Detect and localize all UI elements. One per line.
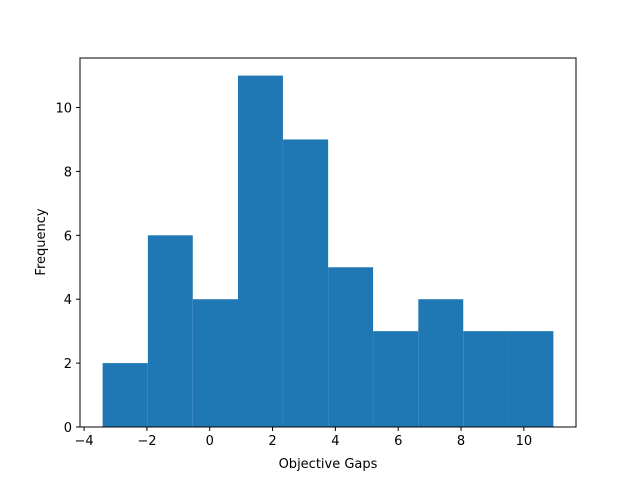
histogram-bar	[147, 235, 193, 427]
y-tick-label: 8	[64, 165, 72, 180]
y-tick-label: 10	[55, 102, 72, 117]
y-tick-label: 6	[64, 229, 72, 244]
histogram-bar	[282, 139, 329, 427]
y-axis-label: Frequency	[34, 208, 49, 275]
x-tick-label: 10	[516, 434, 533, 449]
x-tick-label: −4	[74, 434, 93, 449]
x-tick-label: 2	[268, 434, 276, 449]
histogram-bar	[238, 75, 283, 428]
histogram-bar	[463, 331, 509, 427]
plot-frame	[79, 57, 577, 428]
x-tick-label: 0	[206, 434, 214, 449]
y-tick-label: 4	[64, 293, 72, 308]
histogram-bar	[418, 299, 464, 427]
x-axis-label: Objective Gaps	[279, 457, 378, 472]
histogram-bar	[373, 331, 419, 427]
x-tick-label: −2	[137, 434, 156, 449]
histogram-bar	[328, 267, 374, 427]
y-tick-label: 0	[64, 421, 72, 436]
histogram-bar	[192, 299, 239, 427]
y-tick-label: 2	[64, 357, 72, 372]
x-tick-label: 8	[457, 434, 465, 449]
x-tick-label: 6	[394, 434, 402, 449]
histogram-bar	[508, 331, 554, 427]
histogram-bar	[102, 363, 148, 427]
x-tick-label: 4	[331, 434, 339, 449]
